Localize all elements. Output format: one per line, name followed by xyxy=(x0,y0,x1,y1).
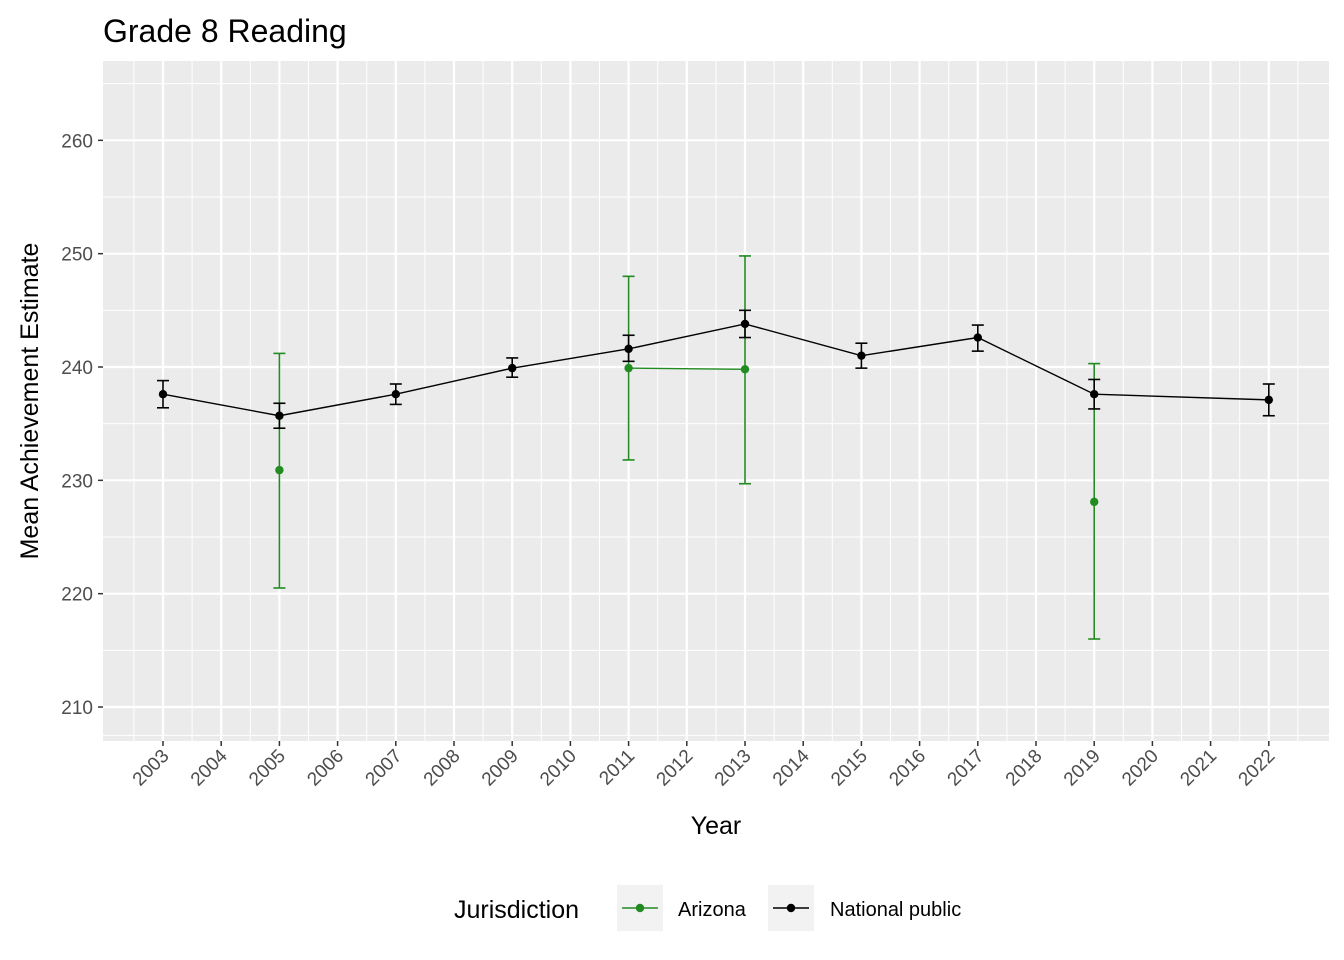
x-tick-label: 2004 xyxy=(187,745,232,790)
x-tick-label: 2012 xyxy=(653,746,698,791)
national-public-point-2007 xyxy=(391,390,400,399)
y-tick-label: 260 xyxy=(61,131,93,152)
national-public-point-2013 xyxy=(740,319,750,329)
national-public-point-2017 xyxy=(973,333,982,342)
y-tick-label: 240 xyxy=(61,358,93,379)
x-tick-label: 2009 xyxy=(478,746,523,791)
x-tick-label: 2005 xyxy=(245,746,290,791)
legend: Jurisdiction Arizona National public xyxy=(454,885,961,931)
x-tick-label: 2019 xyxy=(1060,746,1105,791)
series-layer xyxy=(157,255,1275,640)
x-tick-label: 2013 xyxy=(711,746,756,791)
national-public-point-2015 xyxy=(857,351,866,360)
x-tick-label: 2021 xyxy=(1176,746,1221,791)
national-public-point-2009 xyxy=(508,363,517,373)
x-tick-label: 2011 xyxy=(595,746,639,790)
legend-key-point xyxy=(635,903,645,913)
legend-label-national-public: National public xyxy=(830,899,961,921)
x-tick-label: 2022 xyxy=(1235,746,1280,791)
national-public-line xyxy=(162,323,1269,417)
chart-title: Grade 8 Reading xyxy=(103,13,347,49)
series-arizona xyxy=(273,255,1101,640)
x-axis-title: Year xyxy=(691,812,742,840)
x-tick-label: 2003 xyxy=(129,746,174,791)
arizona-point-2019 xyxy=(1090,497,1099,507)
x-tick-label: 2016 xyxy=(885,746,930,791)
arizona-point-2013 xyxy=(740,365,750,374)
x-tick-label: 2018 xyxy=(1002,746,1047,791)
series-national-public xyxy=(157,309,1275,430)
y-tick-label: 230 xyxy=(61,471,93,492)
x-tick-label: 2014 xyxy=(769,745,814,790)
x-tick-label: 2007 xyxy=(362,746,407,791)
x-tick-label: 2017 xyxy=(944,746,989,791)
x-tick-label: 2006 xyxy=(303,746,348,791)
arizona-point-2005 xyxy=(275,465,284,475)
x-axis: 2003 2004 2005 2006 2007 2008 2009 2010 2011 2012… xyxy=(129,741,1280,791)
national-public-point-2011 xyxy=(624,344,633,354)
arizona-line xyxy=(628,367,746,370)
national-public-point-2003 xyxy=(158,390,168,399)
y-tick-label: 210 xyxy=(61,698,93,719)
major-gridlines xyxy=(103,61,1329,741)
x-tick-label: 2008 xyxy=(420,746,465,791)
y-tick-label: 250 xyxy=(61,245,93,266)
national-public-point-2019 xyxy=(1090,390,1099,399)
minor-gridlines xyxy=(103,61,1329,741)
y-axis-title: Mean Achievement Estimate xyxy=(16,243,44,560)
arizona-point-2011 xyxy=(624,363,633,373)
x-tick-label: 2015 xyxy=(827,746,872,791)
national-public-point-2005 xyxy=(275,411,284,420)
legend-label-arizona: Arizona xyxy=(678,899,747,921)
legend-item-national-public: National public xyxy=(768,885,961,931)
legend-item-arizona: Arizona xyxy=(617,885,747,931)
y-tick-label: 220 xyxy=(61,585,93,606)
legend-title: Jurisdiction xyxy=(454,896,579,924)
y-axis: 210 220 230 240 250 260 xyxy=(61,131,103,719)
national-public-point-2022 xyxy=(1264,395,1274,405)
x-tick-label: 2020 xyxy=(1118,746,1163,791)
x-tick-label: 2010 xyxy=(536,746,581,791)
legend-key-point xyxy=(786,903,796,913)
